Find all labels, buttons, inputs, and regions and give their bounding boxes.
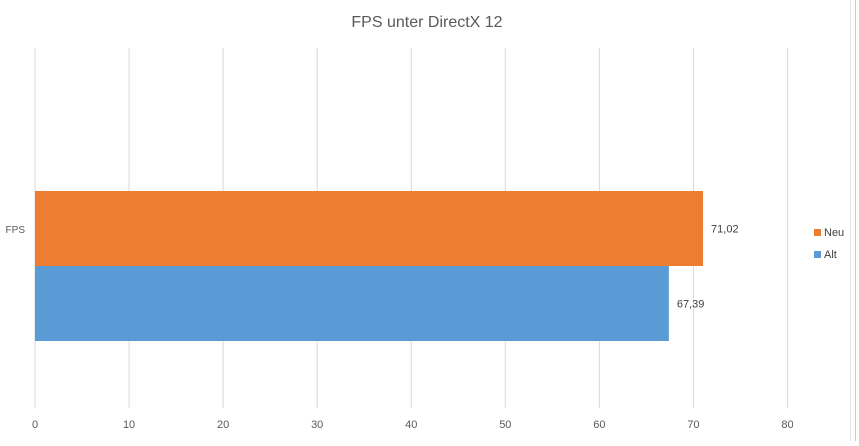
window-edge: [855, 0, 856, 441]
chart-title: FPS unter DirectX 12: [351, 14, 502, 31]
y-axis-categories: FPS: [6, 225, 26, 236]
legend-swatch-alt: [814, 251, 821, 258]
bars: [35, 191, 704, 341]
data-labels: 71,02 67,39: [677, 224, 739, 311]
bar-neu: [35, 191, 704, 266]
legend-label-neu: Neu: [824, 227, 844, 239]
legend: Neu Alt: [814, 227, 844, 261]
x-tick-label: 10: [123, 419, 135, 431]
data-label-neu: 71,02: [711, 224, 739, 236]
data-label-alt: 67,39: [677, 299, 705, 311]
x-tick-label: 50: [499, 419, 511, 431]
x-tick-label: 0: [32, 419, 38, 431]
x-tick-label: 60: [593, 419, 605, 431]
x-tick-label: 20: [217, 419, 229, 431]
x-tick-label: 40: [405, 419, 417, 431]
category-label: FPS: [6, 225, 26, 236]
x-axis-ticks: 0 10 20 30 40 50 60 70 80: [32, 419, 794, 431]
x-tick-label: 70: [687, 419, 699, 431]
legend-label-alt: Alt: [824, 249, 837, 261]
window-edge-inner: [850, 0, 851, 441]
x-tick-label: 80: [781, 419, 793, 431]
legend-swatch-neu: [814, 229, 821, 236]
x-tick-label: 30: [311, 419, 323, 431]
bar-alt: [35, 266, 669, 341]
